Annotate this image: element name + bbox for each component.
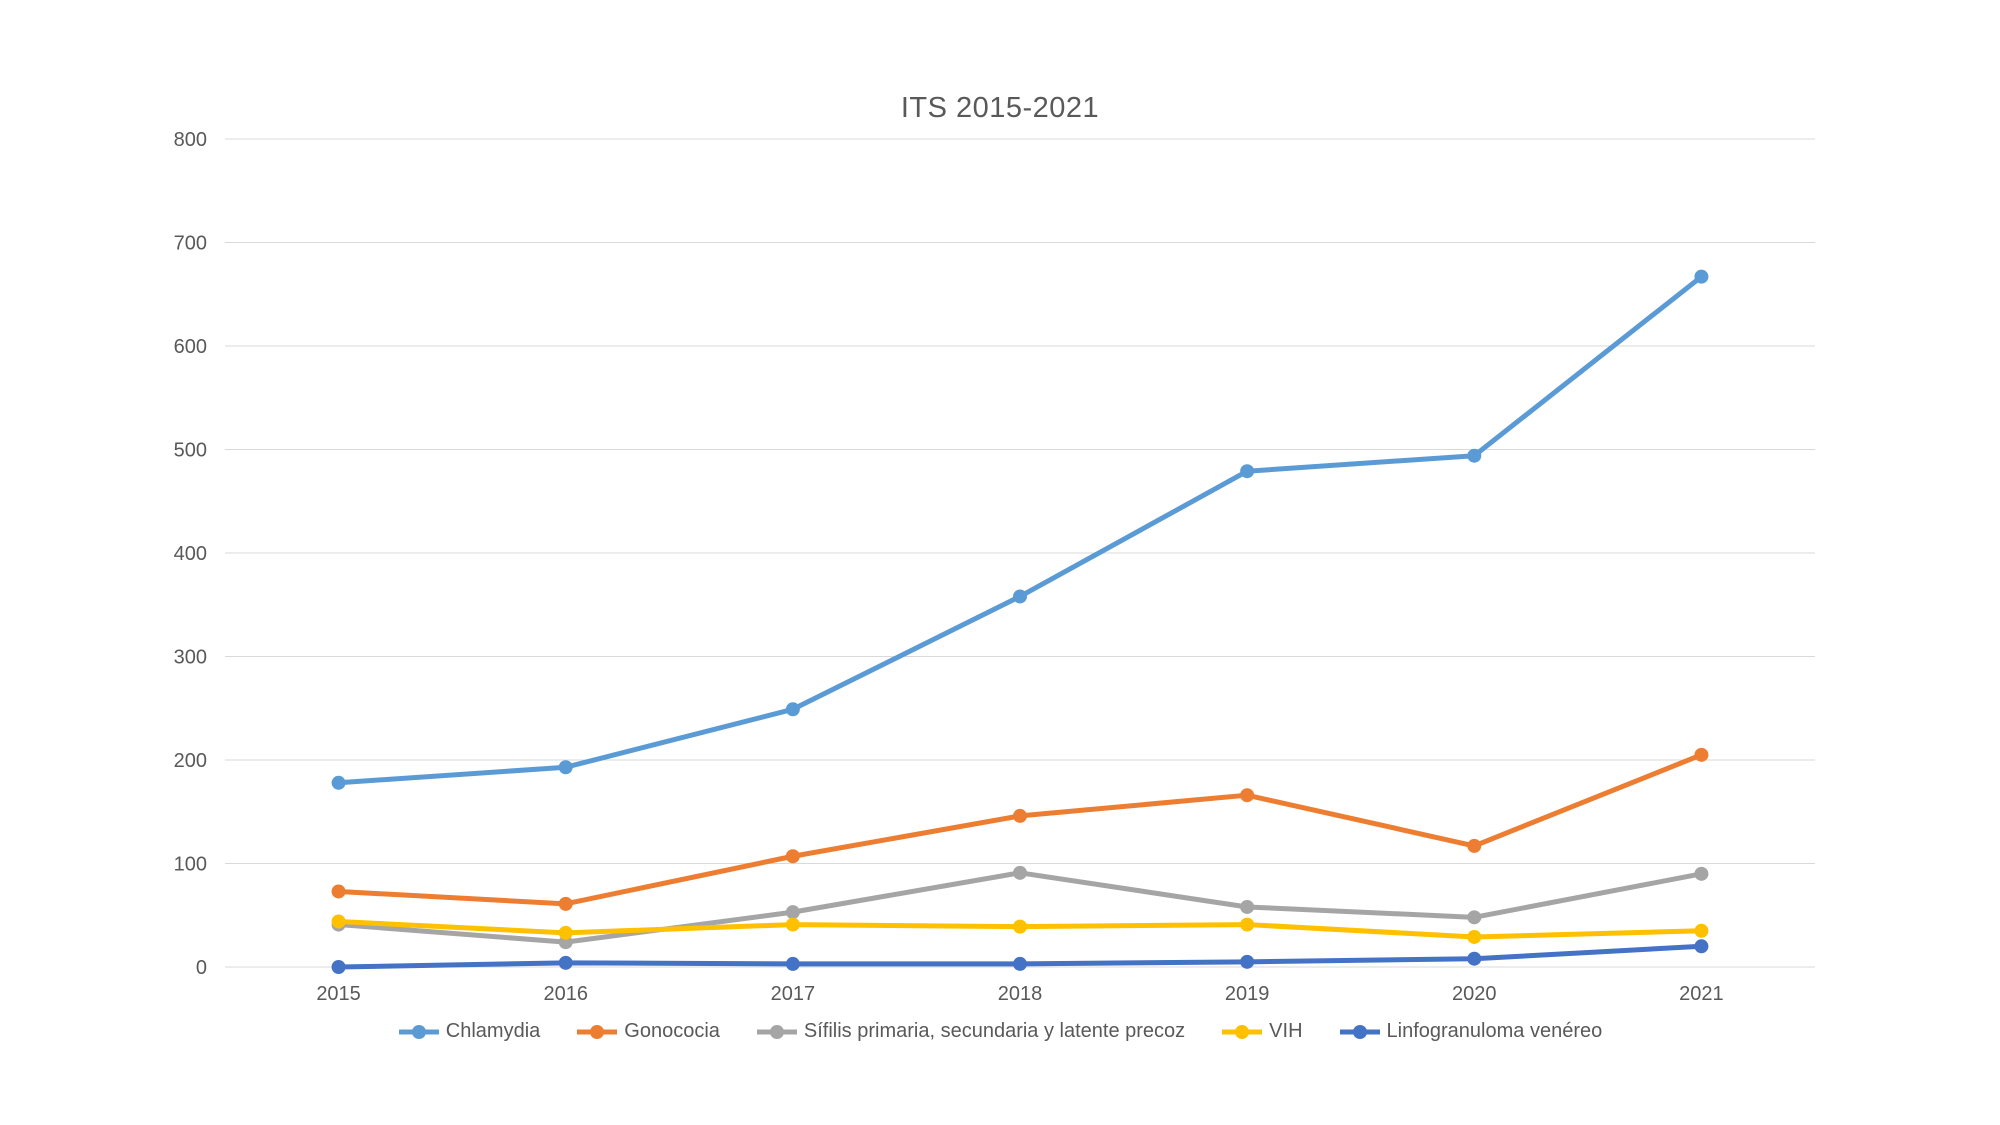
data-point-marker [1467,838,1482,853]
data-point-marker [1467,951,1482,966]
data-point-marker [331,775,346,790]
legend-marker-icon [398,1024,439,1039]
legend-label: Linfogranuloma venéreo [1386,1020,1603,1042]
data-point-marker [785,702,800,717]
x-axis-label: 2021 [1679,983,1724,1005]
data-point-marker [558,760,573,775]
data-point-marker [1013,865,1027,880]
data-point-marker [1467,448,1482,463]
x-axis-label: 2019 [1225,983,1270,1005]
data-point-marker [785,956,800,971]
data-point-marker [558,896,573,911]
x-axis-label: 2018 [998,983,1043,1005]
legend-item: VIH [1221,1020,1303,1043]
legend-label: Chlamydia [445,1020,541,1042]
y-axis-tick-label: 300 [174,647,207,669]
data-point-marker [1013,956,1027,971]
legend-item: Gonococia [576,1020,720,1043]
legend-item: Sífilis primaria, secundaria y latente p… [756,1020,1185,1043]
y-axis-tick-label: 600 [174,336,207,358]
data-point-marker [1240,954,1255,969]
chart-legend: Chlamydia Gonococia Sífilis primaria, secu… [0,1020,2000,1043]
data-point-marker [1694,269,1709,284]
data-point-marker [785,905,800,920]
chart-title: ITS 2015-2021 [900,92,1100,124]
data-point-marker [1694,923,1709,938]
legend-marker-icon [1339,1024,1380,1039]
legend-marker-icon [577,1024,618,1039]
y-axis-tick-label: 700 [174,233,207,255]
data-point-marker [1467,929,1482,944]
data-point-marker [1240,899,1255,914]
legend-marker-icon [756,1024,797,1039]
data-point-marker [331,914,346,929]
data-point-marker [558,955,573,970]
legend-item: Linfogranuloma venéreo [1339,1020,1603,1043]
data-point-marker [785,917,800,932]
y-axis-tick-label: 400 [174,543,207,565]
x-axis-label: 2015 [316,983,361,1005]
x-axis-label: 2020 [1452,983,1497,1005]
data-point-marker [1694,939,1709,954]
data-point-marker [331,960,346,974]
x-axis-label: 2017 [771,983,816,1005]
y-axis-tick-label: 500 [174,440,207,462]
legend-marker-icon [1222,1024,1263,1039]
data-point-marker [331,884,346,899]
legend-label: VIH [1269,1020,1303,1042]
data-point-marker [785,849,800,864]
y-axis-tick-label: 800 [174,129,207,151]
data-point-marker [1694,747,1709,762]
y-axis-tick-label: 200 [174,750,207,772]
data-point-marker [1240,464,1255,479]
x-axis-label: 2016 [543,983,588,1005]
y-axis-tick-label: 0 [196,957,207,979]
data-point-marker [1467,910,1482,925]
legend-label: Sífilis primaria, secundaria y latente p… [803,1020,1186,1042]
data-point-marker [1240,788,1255,803]
data-point-marker [1240,917,1255,932]
data-point-marker [1013,589,1027,604]
data-point-marker [1013,808,1027,823]
legend-item: Chlamydia [398,1020,540,1043]
series-line [336,752,1704,907]
legend-label: Gonococia [624,1020,720,1042]
data-point-marker [1013,919,1027,934]
series-line [336,274,1704,786]
data-point-marker [558,925,573,940]
data-point-marker [1694,866,1709,881]
y-axis-tick-label: 100 [174,854,207,876]
